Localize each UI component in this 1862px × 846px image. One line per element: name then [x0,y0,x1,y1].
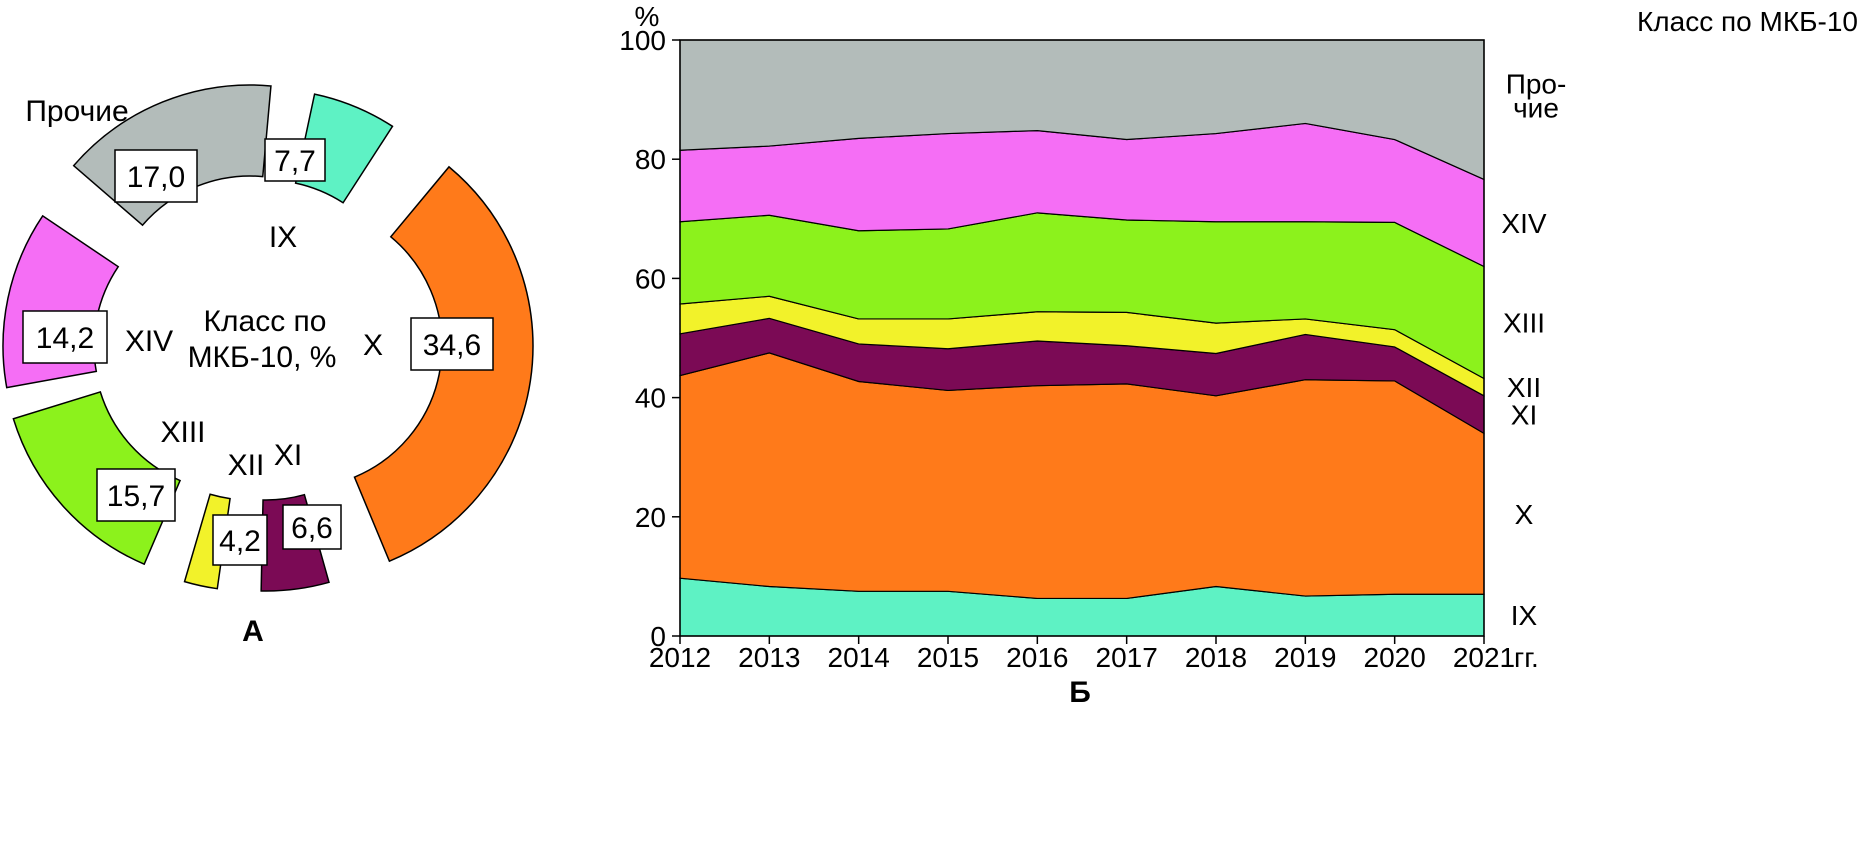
value-label-xiv: 14,2 [36,322,94,355]
x-tick-label: 2020 [1364,642,1426,673]
x-tick-label: 2013 [738,642,800,673]
category-label-other: Прочие [25,95,128,128]
series-label-xiv: XIV [1501,208,1546,239]
value-label-ix: 7,7 [274,145,316,178]
value-box-other: 17,0 [114,149,198,203]
series-label-xiii: XIII [1503,308,1545,339]
x-tick-label: 2021 [1453,642,1515,673]
ring-center-label-line2: МКБ-10, % [188,341,337,374]
y-tick-label: 60 [635,263,666,294]
series-label-x: X [1515,499,1534,530]
x-tick-label: 2019 [1274,642,1336,673]
x-tick-label: 2017 [1096,642,1158,673]
value-box-xi: 6,6 [282,504,342,550]
area-series-x [679,352,1485,600]
value-label-x: 34,6 [423,329,481,362]
value-box-ix: 7,7 [264,138,326,182]
y-tick-label: 0 [650,621,666,652]
x-axis-unit-label: гг. [1514,642,1539,673]
value-box-xiii: 15,7 [96,468,176,522]
y-axis: 0 20 40 60 80 100 [619,25,680,652]
y-tick-label: 20 [635,502,666,533]
category-label-xiv: XIV [125,325,173,358]
category-label-xii: XII [228,449,265,482]
series-label-other: Про- [1506,69,1567,100]
x-tick-label: 2016 [1006,642,1068,673]
series-label-ix: IX [1511,600,1538,631]
x-tick-label: 2014 [828,642,890,673]
value-label-other: 17,0 [127,161,185,194]
area-series-group [679,39,1485,637]
value-label-xii: 4,2 [219,525,261,558]
y-tick-label: 40 [635,383,666,414]
category-label-xiii: XIII [160,416,205,449]
ring-chart: 7,7 34,6 6,6 4,2 15,7 14,2 17,0 IX X XI [2,84,534,648]
legend-title: Класс по МКБ-10 [1637,6,1858,37]
x-tick-label: 2018 [1185,642,1247,673]
x-tick-label: 2012 [649,642,711,673]
series-label-xi: XI [1511,400,1537,431]
series-label-other: чие [1513,93,1559,124]
ring-center-label-line1: Класс по [204,305,327,338]
x-axis: 2012 2013 2014 2015 2016 2017 2018 2019 2020 2021 [649,636,1515,673]
value-box-xiv: 14,2 [22,310,108,364]
category-label-xi: XI [274,439,302,472]
panel-label-b: Б [1069,676,1091,709]
y-tick-label: 80 [635,144,666,175]
value-box-xii: 4,2 [212,514,268,566]
value-label-xi: 6,6 [291,512,333,545]
category-label-ix: IX [269,221,297,254]
y-axis-unit-label: % [635,1,660,32]
series-label-xii: XII [1507,372,1541,403]
x-tick-label: 2015 [917,642,979,673]
y-tick-label: 100 [619,25,666,56]
value-label-xiii: 15,7 [107,480,165,513]
plot-frame [679,39,1485,637]
value-box-x: 34,6 [410,317,494,371]
category-label-x: X [363,329,383,362]
panel-label-a: А [242,615,264,648]
